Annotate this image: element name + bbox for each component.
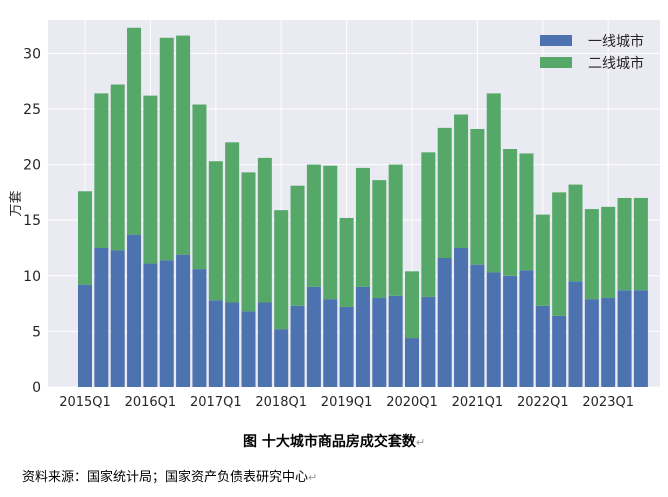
bar-tier1 — [290, 305, 305, 387]
x-tick-label: 2022Q1 — [517, 395, 569, 410]
bar-tier1 — [94, 247, 109, 387]
legend-label: 二线城市 — [588, 55, 644, 72]
bar-tier1 — [257, 302, 272, 387]
bar-tier2 — [290, 185, 305, 306]
y-tick-label: 25 — [23, 102, 41, 118]
bar-tier2 — [617, 197, 632, 291]
bar-tier1 — [633, 290, 648, 387]
chart-svg: 0 5 10 15 20 25 30 2015Q1 2016Q1 2017Q1 2018Q1 2019… — [8, 20, 660, 410]
x-tick-label: 2019Q1 — [321, 395, 373, 410]
return-mark: ↵ — [308, 471, 318, 484]
bar-tier1 — [78, 284, 92, 387]
bar-tier2 — [372, 180, 387, 299]
bar-tier1 — [306, 286, 321, 387]
bar-tier2 — [192, 104, 207, 270]
bar-tier1 — [584, 299, 599, 387]
bar-tier2 — [94, 93, 109, 248]
bar-tier1 — [388, 295, 403, 387]
x-tick-label: 2018Q1 — [255, 395, 307, 410]
bar-tier1 — [127, 234, 142, 387]
x-tick-label: 2015Q1 — [59, 395, 111, 410]
bar-tier1 — [176, 254, 191, 387]
bar-tier1 — [355, 286, 370, 387]
x-tick-label: 2016Q1 — [125, 395, 177, 410]
bar-tier2 — [274, 210, 289, 330]
bar-tier2 — [78, 191, 92, 285]
bar-tier2 — [355, 167, 370, 287]
bar-tier2 — [388, 164, 403, 296]
bar-tier1 — [405, 338, 419, 387]
caption-text: 图 十大城市商品房成交套数 — [242, 434, 416, 450]
bar-tier1 — [241, 311, 256, 387]
y-tick-label: 30 — [23, 46, 41, 62]
bar-tier2 — [486, 93, 501, 273]
figure-caption: 图 十大城市商品房成交套数↵ — [0, 431, 668, 451]
bar-tier2 — [584, 209, 599, 300]
bar-tier2 — [306, 164, 321, 287]
bar-tier2 — [241, 172, 256, 312]
return-mark: ↵ — [415, 436, 426, 449]
y-tick-label: 0 — [32, 380, 41, 396]
legend-swatch — [540, 35, 572, 46]
y-tick-label: 20 — [23, 158, 41, 174]
bar-tier1 — [519, 270, 534, 387]
bar-tier2 — [552, 192, 567, 316]
bar-tier1 — [470, 264, 485, 387]
bar-tier1 — [568, 281, 583, 387]
bar-tier2 — [405, 271, 419, 339]
source-text: 资料来源：国家统计局；国家资产负债表研究中心 — [22, 470, 309, 485]
source-note: 资料来源：国家统计局；国家资产负债表研究中心↵ — [22, 466, 317, 485]
bar-tier2 — [257, 157, 272, 303]
bar-tier2 — [601, 206, 616, 299]
bar-tier1 — [225, 302, 240, 387]
bar-tier2 — [437, 127, 452, 258]
bar-tier1 — [503, 275, 518, 387]
bar-tier2 — [535, 214, 550, 306]
x-tick-label: 2021Q1 — [452, 395, 504, 410]
bar-tier2 — [454, 114, 469, 248]
bar-tier1 — [208, 300, 223, 387]
y-tick-label: 5 — [32, 324, 41, 340]
bar-tier2 — [176, 35, 191, 255]
chart: 0 5 10 15 20 25 30 2015Q1 2016Q1 2017Q1 2018Q1 2019… — [8, 20, 660, 410]
bar-tier1 — [454, 247, 469, 387]
bar-tier2 — [208, 161, 223, 301]
x-tick-label: 2017Q1 — [190, 395, 242, 410]
bar-tier2 — [143, 95, 158, 264]
bar-tier1 — [323, 299, 338, 387]
bar-tier2 — [110, 84, 125, 251]
bar-tier1 — [437, 257, 452, 387]
bar-tier1 — [339, 306, 354, 387]
bar-tier1 — [110, 250, 125, 387]
y-axis-label: 万套 — [8, 190, 24, 216]
legend-label: 一线城市 — [588, 33, 644, 50]
bar-tier2 — [470, 128, 485, 265]
bar-tier1 — [486, 272, 501, 387]
bar-tier1 — [601, 298, 616, 387]
bar-tier2 — [225, 142, 240, 303]
legend-swatch — [540, 57, 572, 68]
y-tick-label: 15 — [23, 213, 41, 229]
bar-tier2 — [503, 149, 518, 276]
bar-tier1 — [617, 290, 632, 387]
bar-tier2 — [568, 184, 583, 282]
bar-tier2 — [339, 217, 354, 307]
bar-tier2 — [159, 37, 174, 261]
bar-tier2 — [323, 165, 338, 300]
bar-tier1 — [192, 269, 207, 387]
bar-tier1 — [552, 315, 567, 387]
bar-tier2 — [127, 27, 142, 235]
bar-tier1 — [421, 296, 436, 387]
bar-tier2 — [633, 197, 648, 291]
bar-tier1 — [159, 260, 174, 387]
bar-tier1 — [372, 298, 387, 387]
bar-tier2 — [519, 153, 534, 271]
bar-tier2 — [421, 152, 436, 297]
x-tick-label: 2023Q1 — [582, 395, 634, 410]
x-tick-label: 2020Q1 — [386, 395, 438, 410]
bar-tier1 — [535, 305, 550, 387]
bar-tier1 — [143, 263, 158, 387]
bar-tier1 — [274, 329, 289, 387]
y-tick-label: 10 — [23, 269, 41, 285]
